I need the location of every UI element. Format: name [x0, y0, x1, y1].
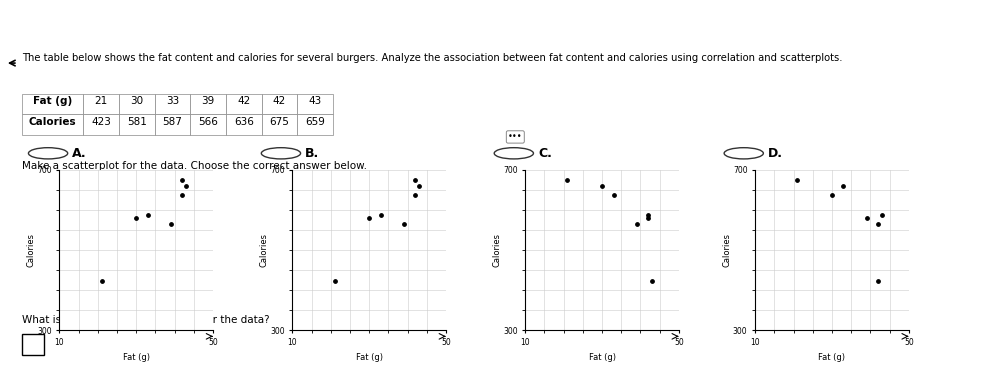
Point — [163, 220, 178, 226]
Point — [395, 220, 411, 226]
Point — [825, 192, 840, 198]
Text: 581: 581 — [127, 117, 147, 127]
FancyBboxPatch shape — [155, 115, 190, 135]
Text: C.: C. — [538, 147, 552, 160]
FancyBboxPatch shape — [297, 93, 333, 115]
FancyBboxPatch shape — [155, 93, 190, 115]
Point — [640, 215, 656, 220]
Text: 659: 659 — [305, 117, 325, 127]
FancyBboxPatch shape — [262, 93, 297, 115]
FancyBboxPatch shape — [83, 115, 119, 135]
FancyBboxPatch shape — [22, 115, 83, 135]
Point — [407, 192, 423, 198]
X-axis label: Fat (g): Fat (g) — [123, 353, 150, 361]
Text: 675: 675 — [270, 117, 289, 127]
Point — [94, 278, 110, 284]
FancyBboxPatch shape — [262, 115, 297, 135]
Text: The table below shows the fat content and calories for several burgers. Analyze : The table below shows the fat content an… — [22, 53, 842, 64]
Point — [178, 183, 194, 189]
FancyBboxPatch shape — [190, 93, 226, 115]
Text: 423: 423 — [91, 117, 111, 127]
Point — [870, 220, 886, 226]
Y-axis label: Calories: Calories — [260, 233, 269, 267]
Point — [835, 183, 851, 189]
Point — [874, 212, 890, 218]
FancyBboxPatch shape — [119, 93, 155, 115]
Text: What is the correlation coefficient for the data?: What is the correlation coefficient for … — [22, 315, 270, 325]
Point — [870, 278, 886, 284]
Point — [606, 192, 621, 198]
Point — [361, 215, 377, 220]
FancyBboxPatch shape — [22, 93, 83, 115]
Text: 21: 21 — [94, 96, 108, 106]
Text: 42: 42 — [237, 96, 251, 106]
Text: D.: D. — [768, 147, 783, 160]
Text: •••: ••• — [508, 132, 522, 142]
Point — [628, 220, 644, 226]
Text: Calories: Calories — [29, 117, 76, 127]
FancyBboxPatch shape — [297, 115, 333, 135]
Text: 39: 39 — [201, 96, 215, 106]
Point — [411, 183, 427, 189]
Text: ‹ Question 10 of 20  ›: ‹ Question 10 of 20 › — [290, 13, 423, 26]
Point — [790, 177, 806, 182]
Text: This question: 1 point(s) possible: This question: 1 point(s) possible — [637, 15, 810, 25]
Text: 43: 43 — [308, 96, 322, 106]
Y-axis label: Calories: Calories — [493, 233, 501, 267]
X-axis label: Fat (g): Fat (g) — [589, 353, 615, 361]
X-axis label: Fat (g): Fat (g) — [356, 353, 383, 361]
Point — [640, 212, 656, 218]
Text: A.: A. — [72, 147, 87, 160]
Point — [373, 212, 388, 218]
Y-axis label: Calories: Calories — [722, 233, 731, 267]
Point — [560, 177, 576, 182]
X-axis label: Fat (g): Fat (g) — [819, 353, 845, 361]
Text: 33: 33 — [165, 96, 179, 106]
Text: 636: 636 — [234, 117, 254, 127]
Text: B.: B. — [305, 147, 319, 160]
Point — [858, 215, 874, 220]
Point — [595, 183, 610, 189]
FancyBboxPatch shape — [226, 115, 262, 135]
Text: 42: 42 — [273, 96, 286, 106]
Text: 566: 566 — [198, 117, 218, 127]
Y-axis label: Calories: Calories — [27, 233, 36, 267]
Bar — [22, 334, 44, 356]
Point — [140, 212, 156, 218]
Text: Make a scatterplot for the data. Choose the correct answer below.: Make a scatterplot for the data. Choose … — [22, 161, 367, 171]
FancyBboxPatch shape — [226, 93, 262, 115]
Point — [644, 278, 660, 284]
Point — [407, 177, 423, 182]
Point — [128, 215, 145, 220]
FancyBboxPatch shape — [190, 115, 226, 135]
Text: 587: 587 — [163, 117, 182, 127]
Point — [174, 177, 190, 182]
Text: Fat (g): Fat (g) — [33, 96, 72, 106]
Text: 30: 30 — [130, 96, 144, 106]
FancyBboxPatch shape — [119, 115, 155, 135]
Point — [174, 192, 190, 198]
Point — [327, 278, 343, 284]
FancyBboxPatch shape — [83, 93, 119, 115]
